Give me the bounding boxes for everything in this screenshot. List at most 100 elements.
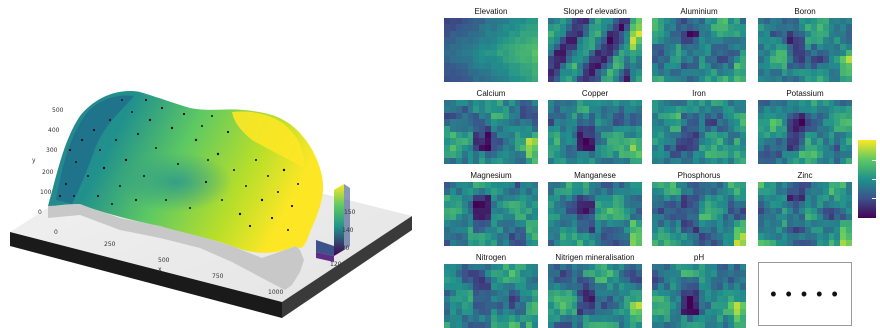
heatmap-cell <box>577 56 584 63</box>
heatmap-cell <box>467 283 474 290</box>
heatmap-cell <box>834 157 841 164</box>
heatmap-cell <box>455 182 462 189</box>
terrain-3d-plot: 0 250 500 750 1000 x 0 100 200 300 400 5… <box>0 0 436 324</box>
heatmap-cell <box>553 289 560 296</box>
heatmap-cell <box>473 37 480 44</box>
heatmap-cell <box>636 106 642 113</box>
heatmap-cell <box>583 75 590 82</box>
heatmap-cell <box>834 37 841 44</box>
heatmap-cell <box>763 144 770 152</box>
color-legend <box>858 140 876 218</box>
heatmap-cell <box>669 220 676 227</box>
heatmap-cell <box>508 264 515 271</box>
heatmap-cell <box>630 112 637 120</box>
heatmap-cell <box>461 62 468 70</box>
heatmap-cell <box>600 214 607 221</box>
heatmap-cell <box>600 270 607 277</box>
heatmap-cell <box>769 75 776 82</box>
heatmap-cell <box>805 75 811 82</box>
heatmap-cell <box>514 100 521 107</box>
heatmap-cell <box>612 315 619 322</box>
heatmap-cell <box>444 151 450 158</box>
heatmap-cell <box>600 43 607 50</box>
heatmap-cell <box>710 112 717 120</box>
heatmap-cell <box>548 270 554 277</box>
heatmap-cell <box>618 62 625 70</box>
heatmap-cell <box>618 233 625 240</box>
heatmap-cell <box>612 18 619 25</box>
heatmap-cell <box>636 56 642 63</box>
heatmap-cell <box>805 182 811 189</box>
heatmap-cell <box>548 112 554 120</box>
heatmap-cell <box>473 264 480 271</box>
heatmap-cell <box>840 56 847 63</box>
heatmap-cell <box>508 62 515 70</box>
heatmap-cell <box>805 100 811 107</box>
heatmap-cell <box>716 56 723 63</box>
panel-heatmap <box>444 100 538 164</box>
heatmap-cell <box>728 100 735 107</box>
heatmap-cell <box>775 157 782 164</box>
heatmap-cell <box>699 233 705 240</box>
heatmap-cell <box>716 157 723 164</box>
heatmap-cell <box>787 112 794 120</box>
heatmap-cell <box>508 18 515 25</box>
heatmap-cell <box>461 233 468 240</box>
heatmap-cell <box>775 56 782 63</box>
heatmap-cell <box>606 125 613 132</box>
heatmap-cell <box>606 18 613 25</box>
heatmap-cell <box>583 233 590 240</box>
heatmap-cell <box>657 270 664 277</box>
heatmap-cell <box>455 201 462 208</box>
heatmap-cell <box>589 100 595 107</box>
heatmap-cell <box>722 194 729 202</box>
heatmap-cell <box>663 264 670 271</box>
heatmap-cell <box>589 296 595 303</box>
heatmap-cell <box>822 37 829 44</box>
heatmap-cell <box>681 151 688 158</box>
heatmap-cell <box>769 233 776 240</box>
heatmap-cell <box>636 194 642 202</box>
heatmap-cell <box>758 62 764 70</box>
heatmap-cell <box>595 24 601 31</box>
heatmap-cell <box>508 270 515 277</box>
heatmap-cell <box>502 276 509 284</box>
heatmap-cell <box>618 207 625 214</box>
heatmap-cell <box>734 194 741 202</box>
heatmap-cell <box>793 43 800 50</box>
heatmap-cell <box>793 151 800 158</box>
heatmap-cell <box>669 100 676 107</box>
heatmap-cell <box>485 112 491 120</box>
heatmap-cell <box>834 239 841 246</box>
heatmap-cell <box>704 226 711 234</box>
heatmap-cell <box>589 151 595 158</box>
heatmap-cell <box>496 56 503 63</box>
colorbar-tick-150: 150 <box>344 209 356 216</box>
heatmap-cell <box>467 220 474 227</box>
heatmap-cell <box>600 30 607 38</box>
heatmap-cell <box>514 138 521 145</box>
heatmap-cell <box>728 69 735 76</box>
heatmap-cell <box>805 157 811 164</box>
heatmap-cell <box>600 119 607 126</box>
heatmap-cell <box>449 220 456 227</box>
heatmap-cell <box>846 106 852 113</box>
heatmap-cell <box>846 201 852 208</box>
heatmap-cell <box>630 283 637 290</box>
heatmap-cell <box>595 30 601 38</box>
heatmap-cell <box>787 151 794 158</box>
heatmap-cell <box>781 119 788 126</box>
heatmap-cell <box>840 132 847 139</box>
heatmap-cell <box>846 62 852 70</box>
heatmap-cell <box>502 30 509 38</box>
heatmap-cell <box>781 56 788 63</box>
heatmap-cell <box>816 214 823 221</box>
heatmap-cell <box>763 24 770 31</box>
heatmap-cell <box>485 24 491 31</box>
heatmap-cell <box>559 296 566 303</box>
y-tick-0: 0 <box>38 209 42 216</box>
heatmap-cell <box>693 50 699 57</box>
heatmap-cell <box>583 276 590 284</box>
heatmap-cell <box>589 276 595 284</box>
heatmap-cell <box>630 188 637 195</box>
